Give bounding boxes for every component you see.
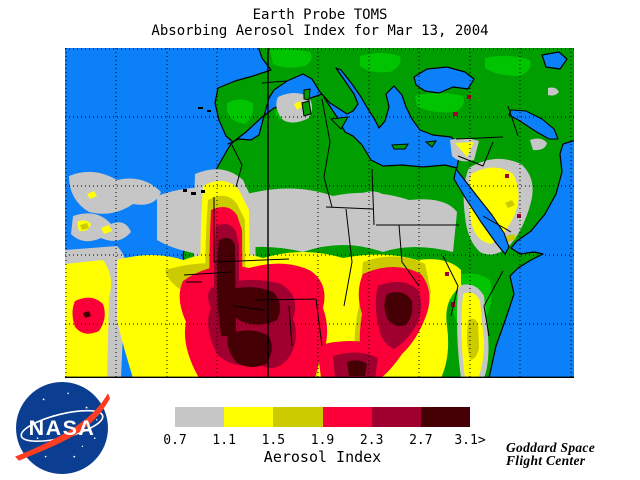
nasa-logo-text: NASA (29, 416, 96, 440)
nasa-logo: NASA (15, 382, 111, 474)
legend-swatch (224, 407, 274, 427)
legend-title: Aerosol Index (263, 448, 382, 466)
legend-tick-label: 0.7 (163, 433, 187, 448)
caspian-sea (541, 51, 568, 70)
aerosol-map-image (65, 45, 577, 379)
island-corsica (303, 88, 311, 101)
aerosol-map (65, 45, 577, 379)
small-islands (183, 107, 211, 195)
page-subtitle: Absorbing Aerosol Index for Mar 13, 2004 (151, 23, 489, 39)
legend-swatch (175, 407, 225, 427)
credit-line-1: Goddard Space (506, 440, 596, 455)
islands (301, 88, 438, 150)
legend-swatch (322, 407, 372, 427)
page-title: Earth Probe TOMS (252, 7, 388, 23)
canary-islands (183, 189, 205, 195)
legend-tick-label: 3.1> (454, 433, 486, 448)
red-sea (453, 168, 510, 255)
legend-ticks: 0.7 1.1 1.5 1.9 2.3 2.7 3.1> (163, 433, 485, 448)
nasa-logo-swoosh (15, 393, 111, 461)
legend-tick-label: 2.7 (409, 433, 433, 448)
madeira (198, 107, 211, 112)
legend-tick-label: 1.9 (310, 433, 335, 448)
credit-text: Goddard Space Flight Center (506, 440, 596, 468)
map-frame-lines (65, 48, 574, 378)
legend-tick-label: 2.3 (359, 433, 384, 448)
country-borders (183, 80, 519, 347)
aerosol-maroon-layer (83, 237, 413, 376)
legend-bar (175, 407, 471, 427)
island-crete (391, 143, 409, 150)
legend-swatch (273, 407, 323, 427)
island-sardinia (301, 100, 312, 117)
island-cyprus (424, 140, 438, 148)
legend-tick-label: 1.1 (212, 433, 236, 448)
island-sicily (329, 116, 349, 130)
legend-tick-label: 1.5 (261, 433, 286, 448)
legend-swatch (371, 407, 421, 427)
black-sea (413, 66, 475, 94)
credit-line-2: Flight Center (506, 453, 586, 468)
legend-swatch (420, 407, 471, 427)
graticule (65, 48, 574, 378)
